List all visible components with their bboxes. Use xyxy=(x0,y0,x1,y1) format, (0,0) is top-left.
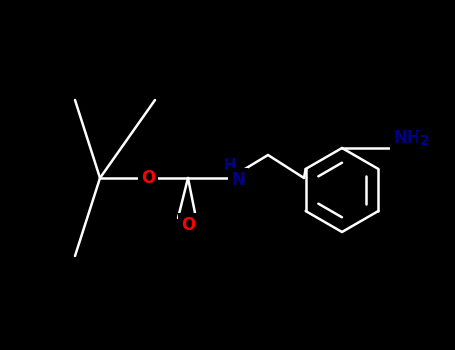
Text: NH: NH xyxy=(393,129,421,147)
Text: O: O xyxy=(141,169,155,187)
Text: N: N xyxy=(231,171,245,189)
Text: H: H xyxy=(223,159,237,174)
Text: O: O xyxy=(181,216,195,234)
Text: 2: 2 xyxy=(420,134,430,148)
